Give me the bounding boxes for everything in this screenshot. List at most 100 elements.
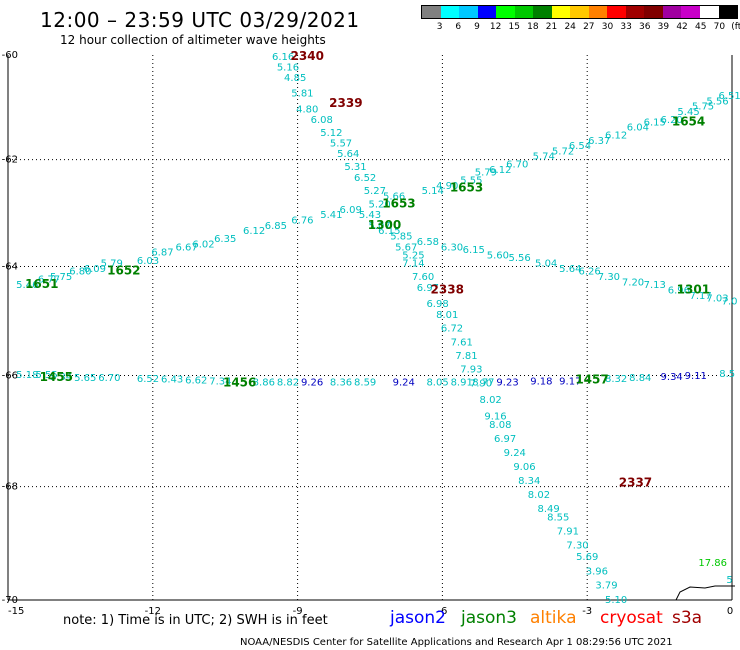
wave-height-label: 5.16 <box>277 63 299 74</box>
pass-time-label: 2338 <box>431 283 464 297</box>
wave-height-label: 7.13 <box>644 280 666 291</box>
wave-height-label: 9.23 <box>496 377 518 388</box>
pass-time-label: 1456 <box>223 375 256 389</box>
wave-height-label: 8.05 <box>426 377 448 388</box>
color-scale-label: 27 <box>583 22 595 32</box>
legend-jason3: jason3 <box>461 608 517 628</box>
wave-height-label: 5.18 <box>16 370 38 381</box>
wave-height-label: 6.02 <box>192 240 214 251</box>
pass-time-label: 1300 <box>368 218 401 232</box>
wave-height-label: 5.25 <box>402 250 424 261</box>
color-scale-label: 9 <box>474 22 480 32</box>
wave-height-label: 5.07 <box>369 221 391 232</box>
wave-height-label: 5.79 <box>475 168 497 179</box>
wave-height-label: 8.08 <box>489 420 511 431</box>
wave-height-label: 7.90 <box>470 378 492 389</box>
wave-height-label: 5.56 <box>706 96 728 107</box>
wave-height-label: 6.87 <box>151 248 173 259</box>
longitude-tick-label: -9 <box>293 606 303 617</box>
pass-time-label: 1301 <box>677 283 710 297</box>
wave-height-label: 6.70 <box>506 160 528 171</box>
longitude-tick-label: -3 <box>582 606 592 617</box>
wave-height-label: 6.51 <box>718 91 740 102</box>
wave-height-label: 6.15 <box>644 117 666 128</box>
wave-height-label: 6.80 <box>69 267 91 278</box>
wave-height-label: 6.52 <box>354 173 376 184</box>
wave-height-label: 8.02 <box>480 395 502 406</box>
wave-height-label: 5.46 <box>16 280 38 291</box>
color-swatch <box>496 6 515 18</box>
wave-height-label: 7.61 <box>451 337 473 348</box>
color-swatch <box>625 6 645 18</box>
pass-time-label: 1654 <box>672 114 705 128</box>
wave-height-label: 5.79 <box>101 258 123 269</box>
wave-height-label: 7.91 <box>557 527 579 538</box>
wave-height-label: 6.52 <box>137 374 159 385</box>
color-scale-label: 6 <box>455 22 462 32</box>
color-swatch <box>533 6 552 18</box>
wave-height-label: 5.60 <box>487 250 509 261</box>
color-swatch <box>477 6 497 18</box>
wave-height-label: 8.77 <box>472 377 494 388</box>
wave-height-label: 7.17 <box>689 291 711 302</box>
wave-height-label: 7.93 <box>460 365 482 376</box>
wave-height-label: 5.66 <box>383 191 405 202</box>
wave-height-label: 6.97 <box>417 283 439 294</box>
latitude-tick-label: -60 <box>2 50 18 61</box>
wave-height-label: 5.34 <box>50 372 72 383</box>
color-scale-label: 42 <box>676 22 688 32</box>
wave-height-label: 5.81 <box>291 89 313 100</box>
longitude-tick-label: -6 <box>437 606 447 617</box>
color-scale-label: 36 <box>639 22 651 32</box>
wave-height-label: 6.15 <box>378 226 400 237</box>
wave-height-label: 5.85 <box>390 232 412 243</box>
latitude-tick-label: -66 <box>2 370 18 381</box>
color-scale-label: 70 <box>713 22 726 32</box>
satellite-tracks: 6.165.164.855.814.806.085.125.575.645.31… <box>16 49 740 606</box>
wave-height-label: 6.12 <box>243 226 265 237</box>
color-swatch <box>440 6 460 18</box>
wave-height-label: 8.02 <box>528 490 550 501</box>
wave-height-label: 8.32 <box>605 374 627 385</box>
color-scale-label: 39 <box>657 22 670 32</box>
wave-height-label: 8.01 <box>436 310 458 321</box>
color-swatch <box>570 6 589 18</box>
color-swatch <box>551 6 571 18</box>
latitude-tick-label: -68 <box>2 482 18 493</box>
color-swatch <box>644 6 663 18</box>
wave-height-label: 17.86 <box>698 558 727 569</box>
wave-height-label: 6.62 <box>185 376 207 387</box>
wave-height-label: 6.72 <box>441 324 463 335</box>
wave-height-label: 7.14 <box>402 258 424 269</box>
wave-height-label: 5 <box>726 575 732 586</box>
wave-height-label: 5.55 <box>35 370 57 381</box>
wave-height-label: 8.91 <box>451 377 473 388</box>
wave-height-label: 7.60 <box>412 272 434 283</box>
wave-height-label: 5.65 <box>74 373 96 384</box>
color-scale-label: 21 <box>545 22 558 32</box>
color-scale-label: 45 <box>694 22 707 32</box>
wave-height-label: 6.97 <box>494 434 516 445</box>
color-scale-label: 3 <box>436 22 443 32</box>
wave-height-label: 5.41 <box>320 210 342 221</box>
wave-height-label: 7.0 <box>722 296 738 307</box>
wave-height-label: 5.56 <box>508 253 530 264</box>
wave-height-label: 8.55 <box>547 512 569 523</box>
map-subtitle: 12 hour collection of altimeter wave hei… <box>60 33 326 47</box>
wave-height-label: 5.10 <box>605 595 627 606</box>
wave-height-label: 5.04 <box>535 258 557 269</box>
wave-height-label: 6.98 <box>426 299 448 310</box>
wave-height-label: 6.08 <box>311 115 333 126</box>
wave-height-label: 6.77 <box>38 275 60 286</box>
wave-height-label: 9.24 <box>504 448 526 459</box>
color-scale-label: 24 <box>564 22 576 32</box>
axis-labels: -15 -12 -9 -6 -3 0 -60 -62 -64 -66 -68 -70 <box>2 50 734 617</box>
wave-height-label: 9.26 <box>301 377 323 388</box>
wave-height-label: 6.09 <box>84 264 106 275</box>
wave-height-label: 8.82 <box>277 377 299 388</box>
wave-height-label: 5.74 <box>533 152 555 163</box>
wave-height-label: 4.80 <box>296 104 318 115</box>
legend-cryosat: cryosat <box>600 608 663 628</box>
color-swatch <box>607 6 626 18</box>
